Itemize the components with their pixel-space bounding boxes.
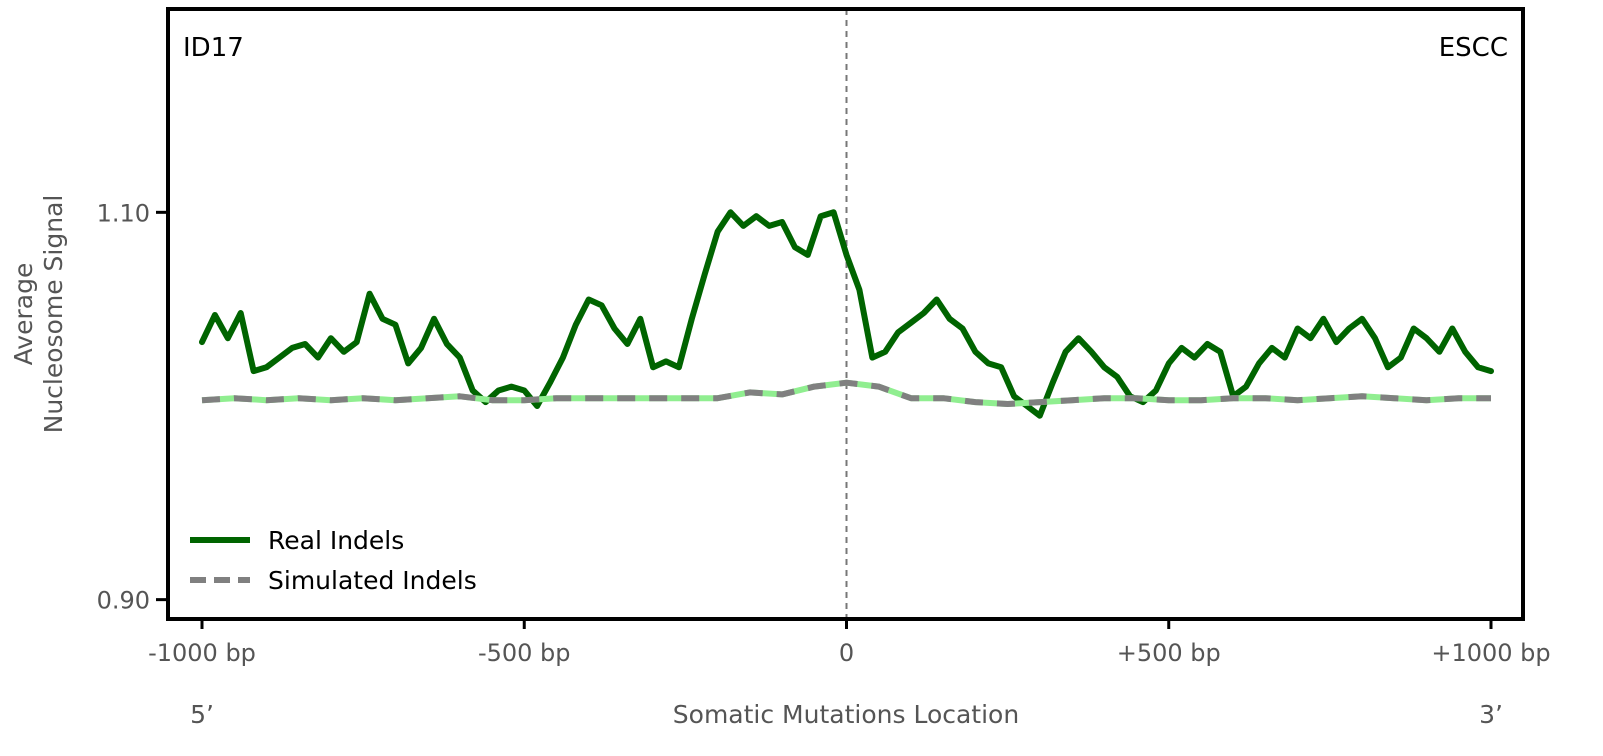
y-axis-label-line2: Nucleosome Signal [39,195,68,434]
x-axis-label: Somatic Mutations Location [673,700,1019,729]
series-layer [199,209,1494,419]
y-tick-label: 0.90 [97,587,150,615]
five-prime-label: 5’ [190,700,214,729]
corner-label-left: ID17 [183,33,244,63]
corner-label-right: ESCC [1439,33,1508,63]
x-tick-label: -500 bp [478,639,571,667]
x-tick-label: -1000 bp [148,639,256,667]
legend: Real Indels Simulated Indels [190,526,477,595]
three-prime-label: 3’ [1479,700,1503,729]
y-tick-label: 1.10 [97,199,150,227]
y-axis-label-line1: Average [9,263,38,366]
x-tick-label: +1000 bp [1431,639,1550,667]
x-axis: -1000 bp -500 bp 0 +500 bp +1000 bp [148,619,1551,667]
x-tick-label: +500 bp [1117,639,1221,667]
x-tick-label: 0 [839,639,854,667]
series-line-simulated-indels [201,379,1491,407]
series-line-real-indels [199,209,1494,419]
legend-label-simulated-indels: Simulated Indels [268,566,477,595]
y-axis: 0.90 1.10 [97,199,168,615]
legend-label-real-indels: Real Indels [268,526,404,555]
